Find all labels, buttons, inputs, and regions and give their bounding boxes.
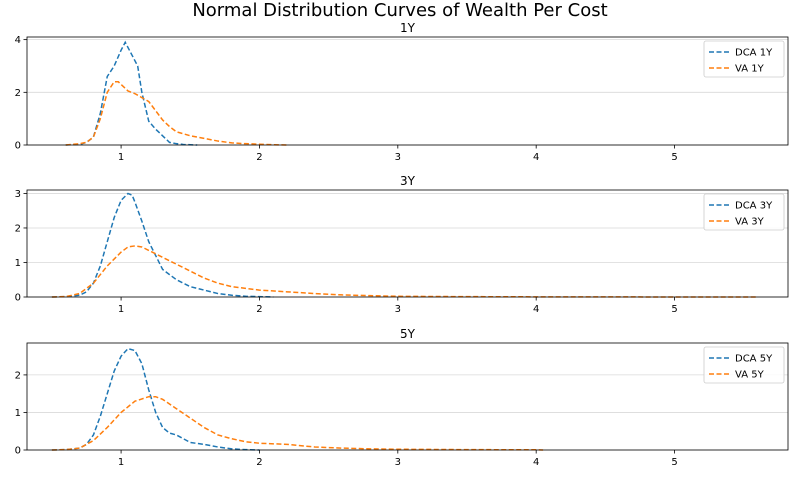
x-tick-label: 4 (533, 457, 539, 468)
y-tick-label: 2 (15, 223, 21, 234)
x-tick-label: 1 (118, 152, 124, 163)
plot-frame (26, 36, 789, 146)
series-line (65, 40, 198, 146)
plot-frame (26, 189, 789, 298)
legend-label: DCA 3Y (735, 201, 773, 212)
series-line (51, 395, 544, 451)
x-tick-label: 1 (118, 457, 124, 468)
x-tick-label: 4 (533, 152, 539, 163)
chart-title: Normal Distribution Curves of Wealth Per… (192, 0, 607, 21)
legend-label: VA 1Y (735, 64, 765, 75)
panel-1y: 1Y 1 2 3 4 5 0 2 4 DCA 1Y VA 1Y (15, 21, 789, 163)
panel-3y: 3Y 1 2 3 4 5 0 1 2 3 DCA 3Y VA 3Y (15, 174, 789, 315)
legend: DCA 3Y VA 3Y (703, 193, 785, 231)
x-tick-label: 2 (256, 304, 262, 315)
y-tick-label: 1 (15, 258, 21, 269)
y-tick-label: 0 (15, 141, 21, 152)
legend-label: VA 3Y (735, 217, 765, 228)
y-tick-label: 0 (15, 446, 21, 457)
series-line (51, 192, 274, 298)
x-tick-label: 5 (671, 152, 677, 163)
y-tick-label: 2 (15, 88, 21, 99)
legend: DCA 5Y VA 5Y (703, 346, 785, 384)
plot-frame (26, 342, 789, 451)
legend-label: DCA 1Y (735, 48, 773, 59)
x-tick-label: 2 (256, 457, 262, 468)
series-line (51, 347, 260, 451)
x-tick-label: 5 (671, 457, 677, 468)
series-line (51, 245, 758, 298)
x-tick-label: 5 (671, 304, 677, 315)
legend-label: VA 5Y (735, 370, 765, 381)
x-tick-label: 3 (395, 152, 401, 163)
x-tick-label: 3 (395, 304, 401, 315)
y-tick-label: 4 (15, 35, 21, 46)
y-tick-label: 3 (15, 189, 21, 200)
legend-label: DCA 5Y (735, 354, 773, 365)
y-tick-label: 1 (15, 408, 21, 419)
x-tick-label: 4 (533, 304, 539, 315)
y-tick-label: 0 (15, 293, 21, 304)
panel-title: 3Y (400, 174, 416, 188)
y-tick-label: 2 (15, 370, 21, 381)
x-tick-label: 1 (118, 304, 124, 315)
panel-title: 5Y (400, 327, 416, 341)
panel-title: 1Y (400, 21, 416, 35)
x-tick-label: 2 (256, 152, 262, 163)
x-tick-label: 3 (395, 457, 401, 468)
series-line (65, 81, 288, 146)
legend: DCA 1Y VA 1Y (703, 40, 785, 78)
panel-5y: 5Y 1 2 3 4 5 0 1 2 DCA 5Y VA 5Y (15, 327, 789, 468)
